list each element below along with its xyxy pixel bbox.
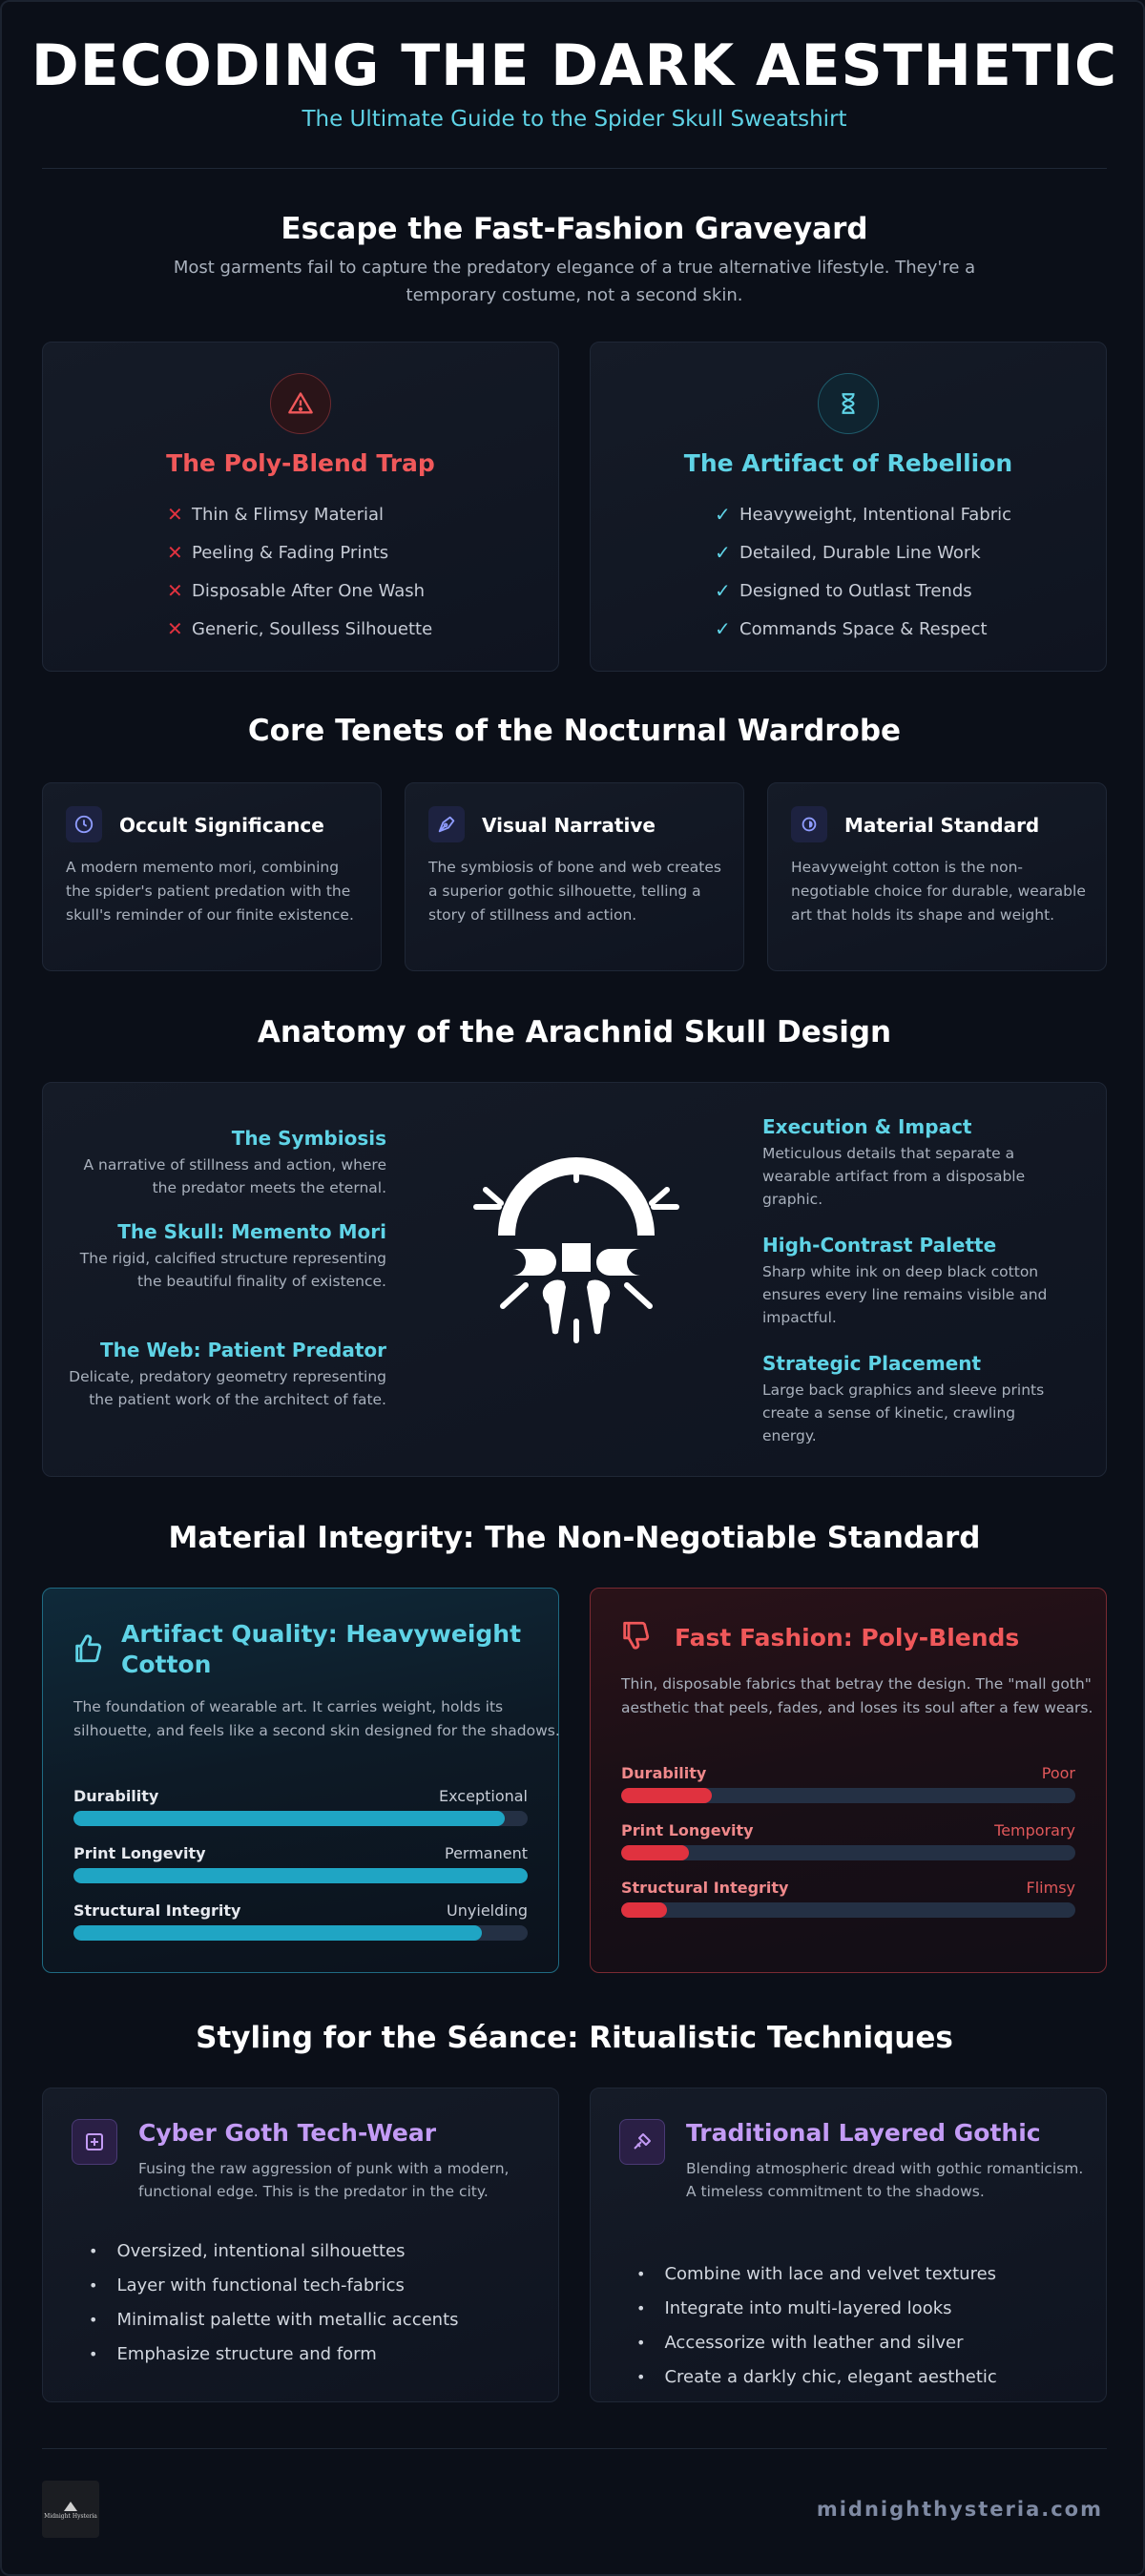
- tenet-card-occult: Occult Significance A modern memento mor…: [42, 782, 382, 971]
- section-title-material: Material Integrity: The Non-Negotiable S…: [168, 1521, 981, 1555]
- page-subtitle: The Ultimate Guide to the Spider Skull S…: [302, 107, 847, 132]
- list-item: Emphasize structure and form: [89, 2337, 459, 2371]
- poly-text: Thin, disposable fabrics that betray the…: [621, 1675, 1093, 1716]
- list-item: Accessorize with leather and silver: [636, 2325, 997, 2359]
- cotton-title: Artifact Quality: Heavyweight Cotton: [121, 1620, 522, 1678]
- check-icon: ✓: [715, 503, 731, 526]
- bar-fill: [73, 1868, 528, 1883]
- anatomy-item-palette: High-Contrast Palette Sharp white ink on…: [762, 1234, 1048, 1326]
- anatomy-item-web: The Web: Patient Predator Delicate, pred…: [69, 1339, 386, 1408]
- bar-fill: [73, 1925, 483, 1941]
- list-item: Minimalist palette with metallic accents: [89, 2302, 458, 2337]
- list-item: Layer with functional tech-fabrics: [89, 2268, 459, 2302]
- tenet-card-material: Material Standard Heavyweight cotton is …: [767, 782, 1107, 971]
- plus-square-icon: [72, 2119, 117, 2165]
- section-title-anatomy: Anatomy of the Arachnid Skull Design: [257, 1015, 892, 1049]
- list-item: ✓ Detailed, Durable Line Work: [715, 541, 981, 564]
- hourglass-icon: [818, 373, 879, 434]
- artifact-title: The Artifact of Rebellion: [683, 449, 1013, 477]
- section-title-escape: Escape the Fast-Fashion Graveyard: [281, 212, 868, 246]
- traditional-list: Combine with lace and velvet textures In…: [636, 2256, 997, 2394]
- x-icon: ✕: [167, 617, 183, 640]
- traditional-title: Traditional Layered Gothic: [686, 2119, 1041, 2147]
- clock-icon: [66, 806, 102, 842]
- divider: [42, 2448, 1107, 2449]
- tenet-card-visual: Visual Narrative The symbiosis of bone a…: [405, 782, 744, 971]
- tenet-text: The symbiosis of bone and web creates a …: [428, 859, 721, 924]
- section-title-tenets: Core Tenets of the Nocturnal Wardrobe: [247, 714, 902, 748]
- x-icon: ✕: [167, 579, 183, 602]
- cotton-text: The foundation of wearable art. It carri…: [73, 1698, 560, 1739]
- bar-fill: [621, 1788, 713, 1803]
- trap-list: ✕ Thin & Flimsy Material ✕ Peeling & Fadin…: [167, 495, 432, 648]
- warning-icon: [270, 373, 331, 434]
- check-icon: ✓: [715, 541, 731, 564]
- anatomy-item-symbiosis: The Symbiosis A narrative of stillness a…: [83, 1127, 386, 1196]
- poly-title: Fast Fashion: Poly-Blends: [675, 1624, 1020, 1652]
- bar-fill: [621, 1845, 690, 1860]
- list-item: ✓ Commands Space & Respect: [715, 617, 988, 640]
- x-icon: ✕: [167, 503, 183, 526]
- list-item: ✕ Generic, Soulless Silhouette: [167, 617, 433, 640]
- section-text-escape: Most garments fail to capture the predat…: [173, 258, 976, 305]
- anatomy-item-skull: The Skull: Memento Mori The rigid, calci…: [79, 1220, 386, 1290]
- spider-skull-icon: [457, 1152, 696, 1400]
- brand-logo[interactable]: Midnight Hysteria: [42, 2481, 99, 2538]
- poly-blend-card: Fast Fashion: Poly-Blends Thin, disposab…: [590, 1588, 1107, 1973]
- bar-structural-integrity: Structural Integrity Flimsy: [621, 1879, 1075, 1918]
- bar-durability: Durability Exceptional: [73, 1787, 528, 1826]
- thumbs-down-icon: [619, 1619, 652, 1655]
- anatomy-item-execution: Execution & Impact Meticulous details th…: [762, 1115, 1026, 1208]
- cyber-list: Oversized, intentional silhouettes Layer…: [89, 2233, 459, 2371]
- divider: [42, 168, 1107, 169]
- list-item: ✓ Designed to Outlast Trends: [715, 579, 972, 602]
- trap-title: The Poly-Blend Trap: [166, 449, 435, 477]
- list-item: ✕ Peeling & Fading Prints: [167, 541, 389, 564]
- anatomy-item-placement: Strategic Placement Large back graphics …: [762, 1352, 1045, 1444]
- artifact-list: ✓ Heavyweight, Intentional Fabric ✓ Detail…: [715, 495, 1011, 648]
- list-item: ✕ Thin & Flimsy Material: [167, 503, 385, 526]
- heavyweight-cotton-card: Artifact Quality: Heavyweight Cotton The…: [42, 1588, 560, 1973]
- list-item: Integrate into multi-layered looks: [636, 2291, 997, 2325]
- bar-fill: [621, 1902, 667, 1918]
- bar-structural-integrity: Structural Integrity Unyielding: [73, 1901, 528, 1941]
- bar-durability: Durability Poor: [621, 1764, 1075, 1803]
- list-item: Create a darkly chic, elegant aesthetic: [636, 2359, 996, 2394]
- x-icon: ✕: [167, 541, 183, 564]
- cyber-goth-card: Cyber Goth Tech-Wear Fusing the raw aggr…: [42, 2088, 559, 2402]
- tenet-title: Visual Narrative: [482, 814, 656, 837]
- bar-fill: [73, 1811, 506, 1826]
- tenet-title: Material Standard: [844, 814, 1040, 837]
- cyber-text: Fusing the raw aggression of punk with a…: [138, 2160, 510, 2200]
- list-item: Combine with lace and velvet textures: [636, 2256, 997, 2291]
- list-item: ✕ Disposable After One Wash: [167, 579, 426, 602]
- cyber-title: Cyber Goth Tech-Wear: [138, 2119, 437, 2147]
- bar-print-longevity: Print Longevity Permanent: [73, 1844, 528, 1883]
- traditional-text: Blending atmospheric dread with gothic r…: [686, 2160, 1084, 2200]
- poly-blend-trap-card: The Poly-Blend Trap ✕ Thin & Flimsy Mater…: [42, 342, 559, 672]
- list-item: ✓ Heavyweight, Intentional Fabric: [715, 503, 1012, 526]
- section-title-styling: Styling for the Séance: Ritualistic Tech…: [196, 2021, 953, 2055]
- contrast-icon: [791, 806, 827, 842]
- check-icon: ✓: [715, 579, 731, 602]
- list-item: Oversized, intentional silhouettes: [89, 2233, 459, 2268]
- check-icon: ✓: [715, 617, 731, 640]
- bar-print-longevity: Print Longevity Temporary: [621, 1821, 1075, 1860]
- tenet-text: A modern memento mori, combining the spi…: [66, 859, 354, 924]
- hammer-icon: [619, 2119, 665, 2165]
- page-title: DECODING THE DARK AESTHETIC: [31, 32, 1118, 99]
- pen-nib-icon: [428, 806, 465, 842]
- traditional-gothic-card: Traditional Layered Gothic Blending atmo…: [590, 2088, 1107, 2402]
- website-link[interactable]: midnighthysteria.com: [816, 2498, 1103, 2521]
- tenet-text: Heavyweight cotton is the non-negotiable…: [791, 859, 1086, 924]
- tenet-title: Occult Significance: [119, 814, 324, 837]
- artifact-rebellion-card: The Artifact of Rebellion ✓ Heavyweight, …: [590, 342, 1107, 672]
- thumbs-up-icon: [72, 1632, 104, 1669]
- anatomy-card: The Symbiosis A narrative of stillness a…: [42, 1082, 1107, 1477]
